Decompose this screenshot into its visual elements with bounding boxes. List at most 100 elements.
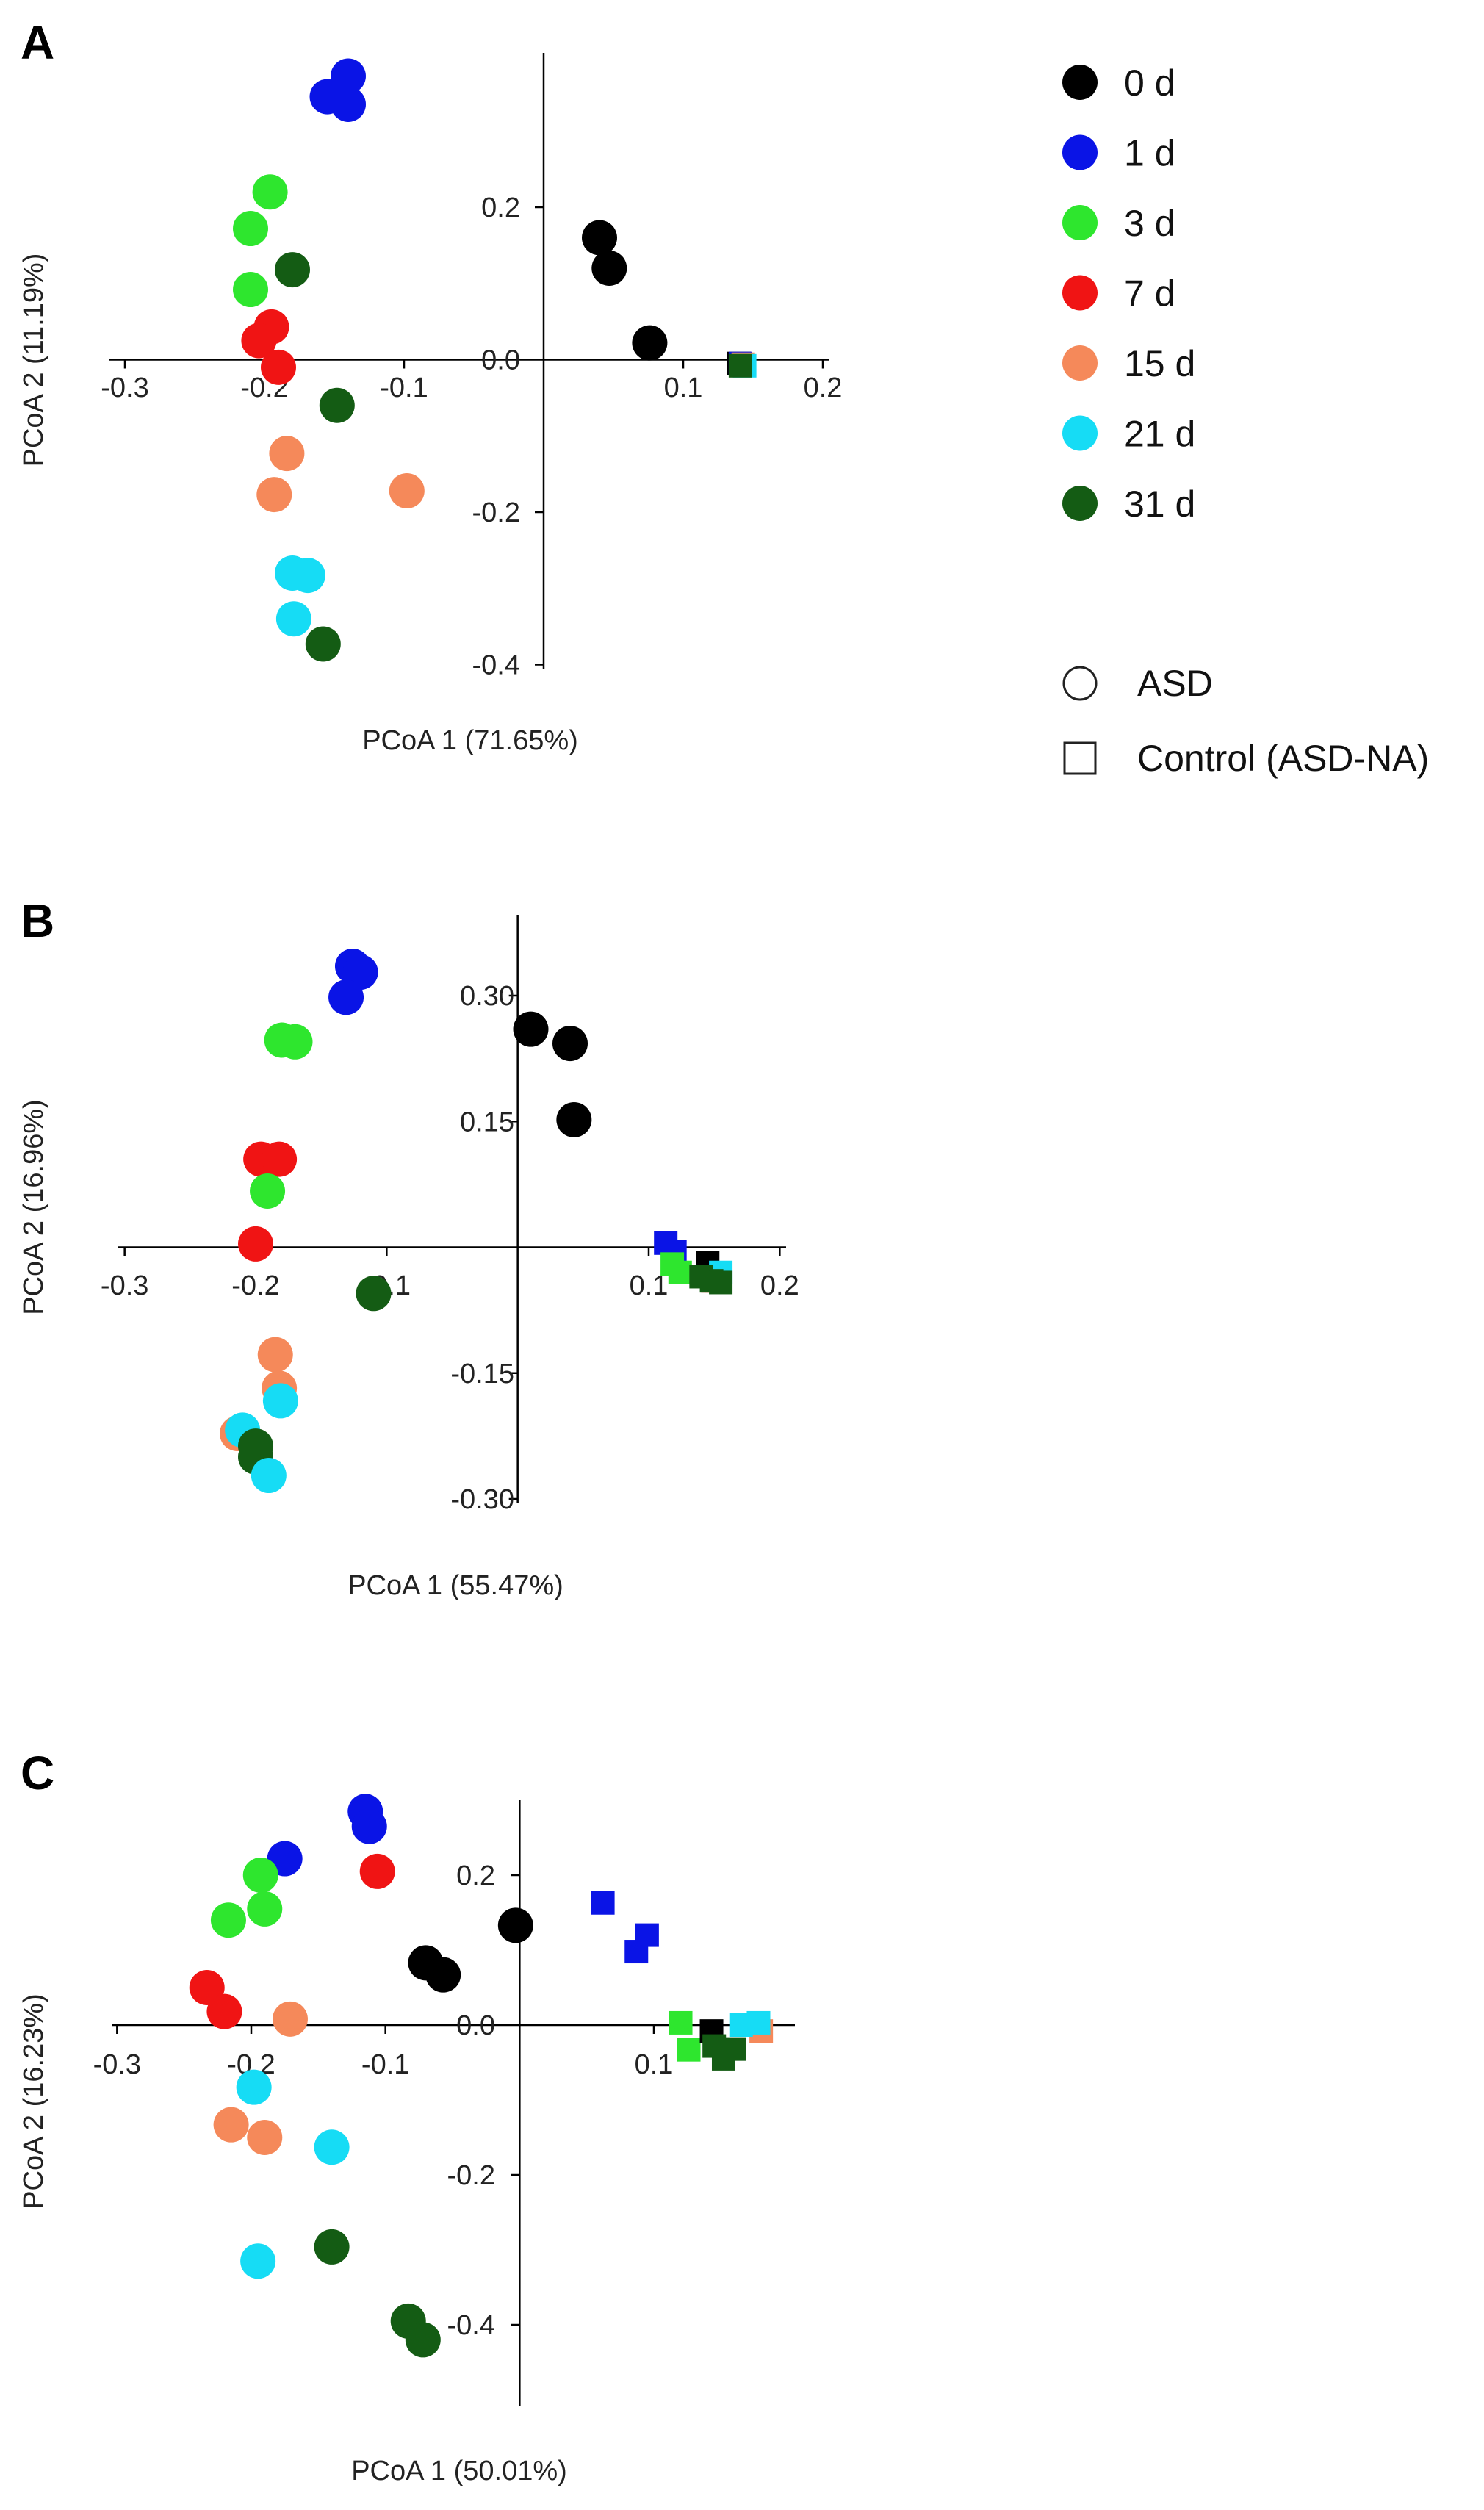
panel-letter-b: B xyxy=(21,894,54,947)
panel-c-point-circle xyxy=(497,1907,533,1943)
panel-c-y-tick-label: 0.2 xyxy=(456,1860,495,1891)
panel-c-point-square xyxy=(677,2038,701,2062)
panel-b-point-circle xyxy=(262,1141,298,1177)
panel-a-point-circle xyxy=(591,251,627,286)
panel-a-point-circle xyxy=(269,436,305,472)
legend-marker xyxy=(1062,275,1098,311)
panel-c-point-square xyxy=(669,2010,693,2035)
legend-shape-label: ASD xyxy=(1137,663,1213,704)
panel-c-y-title: PCoA 2 (16.23%) xyxy=(18,1993,49,2209)
panel-c-point-circle xyxy=(405,2322,441,2358)
panel-c-point-circle xyxy=(242,1858,278,1893)
legend-marker xyxy=(1062,345,1098,381)
panel-a-point-circle xyxy=(256,477,292,513)
panel-b-plot: -0.3-0.2-0.10.10.20.300.15-0.15-0.30PCoA… xyxy=(18,915,799,1601)
panel-a-point-circle xyxy=(632,325,668,361)
panel-b-y-title: PCoA 2 (16.96%) xyxy=(18,1099,49,1315)
panel-a-point-circle xyxy=(319,387,355,423)
panel-a-point-circle xyxy=(582,220,617,256)
panel-c-point-circle xyxy=(425,1957,461,1993)
panel-a-point-circle xyxy=(389,472,425,508)
legend-label: 1 d xyxy=(1124,133,1175,174)
panel-c-point-square xyxy=(624,1940,649,1964)
panel-a-point-circle xyxy=(233,211,268,247)
panel-a-point-square xyxy=(728,353,752,378)
panel-c-x-tick-label: -0.1 xyxy=(361,2049,409,2080)
panel-a-y-tick-label: 0.2 xyxy=(481,193,520,223)
panel-b-point-circle xyxy=(257,1337,293,1373)
legend-label: 31 d xyxy=(1124,483,1195,525)
panel-c-point-circle xyxy=(210,1902,246,1938)
panel-a-x-tick-label: -0.1 xyxy=(380,373,428,403)
panel-b-point-circle xyxy=(277,1024,313,1060)
panel-c-point-circle xyxy=(240,2243,276,2279)
panel-c-point-circle xyxy=(213,2107,249,2143)
legend-marker xyxy=(1062,486,1098,521)
panel-b-x-tick-label: -0.2 xyxy=(231,1270,279,1301)
panel-b-y-tick-label: 0.30 xyxy=(460,981,514,1012)
panel-a-x-tick-label: 0.1 xyxy=(664,373,703,403)
panel-a-y-tick-label: 0.0 xyxy=(481,345,520,376)
panel-b-point-circle xyxy=(250,1173,286,1209)
panel-letter-a: A xyxy=(21,16,54,69)
panel-c-point-circle xyxy=(314,2129,350,2165)
panel-a-point-circle xyxy=(261,349,296,385)
legend-marker xyxy=(1062,134,1098,170)
panel-b-x-tick-label: 0.2 xyxy=(760,1270,799,1301)
panel-c-x-title: PCoA 1 (50.01%) xyxy=(351,2456,567,2486)
panel-c-point-circle xyxy=(351,1808,387,1844)
legend-marker xyxy=(1062,415,1098,451)
panel-c-point-circle xyxy=(272,2001,308,2037)
panel-b-y-tick-label: 0.15 xyxy=(460,1107,514,1137)
panel-b-point-circle xyxy=(328,979,364,1015)
panel-a-point-circle xyxy=(305,626,341,662)
legend-label: 7 d xyxy=(1124,273,1175,314)
panel-b-point-circle xyxy=(251,1458,287,1494)
panel-a-point-circle xyxy=(233,272,268,308)
panel-letter-c: C xyxy=(21,1747,54,1799)
panel-a-y-title: PCoA 2 (11.19%) xyxy=(18,253,49,467)
panel-a-x-tick-label: -0.3 xyxy=(101,373,148,403)
panel-a-x-tick-label: 0.2 xyxy=(804,373,843,403)
panel-b-point-circle xyxy=(262,1383,298,1419)
panel-c-x-tick-label: 0.1 xyxy=(635,2049,674,2080)
legend-shape-label: Control (ASD-NA) xyxy=(1137,738,1429,779)
panel-c-point-square xyxy=(722,2037,746,2061)
panel-c-y-tick-label: -0.4 xyxy=(447,2310,495,2341)
legend-marker xyxy=(1062,205,1098,240)
panel-a-point-circle xyxy=(275,252,310,288)
legend-label: 0 d xyxy=(1124,62,1175,104)
panel-a-y-tick-label: -0.2 xyxy=(472,497,520,528)
panel-a-point-circle xyxy=(331,58,366,94)
panel-c-y-tick-label: 0.0 xyxy=(456,2010,495,2041)
panel-b-point-circle xyxy=(356,1276,392,1312)
panel-a-x-title: PCoA 1 (71.65%) xyxy=(362,725,578,756)
legend: 0 d 1 d 3 d 7 d 15 d 21 d 31 d ASD Control (ASD-… xyxy=(1062,62,1429,779)
legend-label: 21 d xyxy=(1124,414,1195,455)
legend-label: 15 d xyxy=(1124,343,1195,384)
legend-square-symbol xyxy=(1063,741,1097,775)
legend-label: 3 d xyxy=(1124,203,1175,244)
panel-b-point-circle xyxy=(513,1011,549,1047)
panel-c-y-tick-label: -0.2 xyxy=(447,2160,495,2191)
panel-c-point-circle xyxy=(236,2069,272,2105)
panel-c-point-square xyxy=(591,1891,615,1915)
panel-c-point-circle xyxy=(247,2120,283,2155)
panel-b-x-title: PCoA 1 (55.47%) xyxy=(347,1570,563,1601)
panel-a-point-circle xyxy=(289,558,325,594)
panel-c-point-circle xyxy=(247,1891,283,1927)
legend-marker xyxy=(1062,65,1098,100)
panel-b-y-tick-label: -0.15 xyxy=(450,1359,514,1389)
panel-c-point-circle xyxy=(359,1853,395,1889)
panel-a-point-circle xyxy=(241,323,277,359)
panel-b-y-tick-label: -0.30 xyxy=(450,1484,514,1515)
panel-a-point-circle xyxy=(252,174,288,210)
panel-a-y-tick-label: -0.4 xyxy=(472,650,520,681)
panel-a-point-circle xyxy=(331,86,366,122)
panel-c-point-circle xyxy=(314,2229,350,2265)
panel-c-point-circle xyxy=(206,1993,242,2029)
panel-a-point-circle xyxy=(275,601,311,637)
